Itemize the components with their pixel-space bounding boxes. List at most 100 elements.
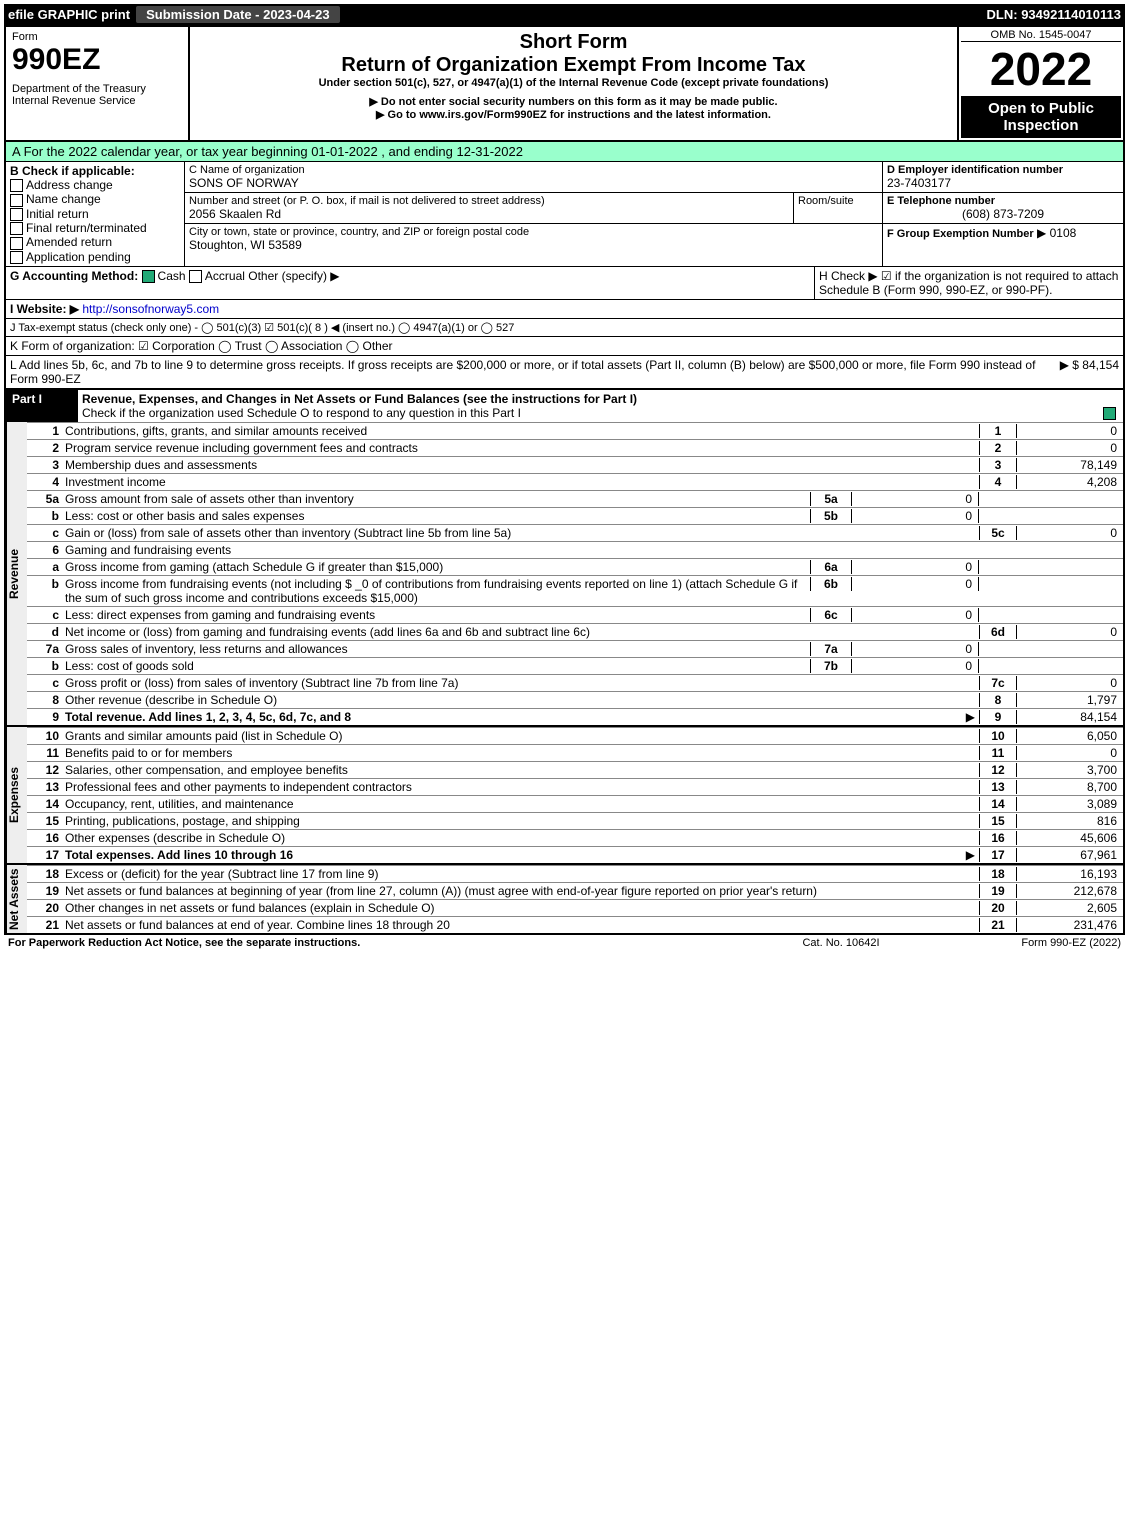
line-number: 9 [27, 710, 65, 724]
submission-button[interactable]: Submission Date - 2023-04-23 [136, 6, 340, 23]
line-value: 67,961 [1016, 848, 1123, 862]
line-number: 6 [27, 543, 65, 557]
checkbox-initial-return[interactable] [10, 208, 23, 221]
line-value: 84,154 [1016, 710, 1123, 724]
line-text: Total revenue. Add lines 1, 2, 3, 4, 5c,… [65, 710, 966, 724]
top-bar: efile GRAPHIC print Submission Date - 20… [4, 4, 1125, 25]
form-label: Form [12, 31, 182, 43]
line-text: Gross income from fundraising events (no… [65, 577, 810, 605]
line-text: Net income or (loss) from gaming and fun… [65, 625, 979, 639]
checkbox-address-change[interactable] [10, 179, 23, 192]
title-main: Return of Organization Exempt From Incom… [194, 54, 953, 77]
line-text: Investment income [65, 475, 979, 489]
part1-title: Revenue, Expenses, and Changes in Net As… [82, 392, 637, 406]
line-value: 0 [1016, 625, 1123, 639]
link-instructions[interactable]: ▶ Go to www.irs.gov/Form990EZ for instru… [194, 108, 953, 121]
line-number: 13 [27, 780, 65, 794]
form-990ez: Form 990EZ Department of the Treasury In… [4, 25, 1125, 935]
line-text: Program service revenue including govern… [65, 441, 979, 455]
line-text: Professional fees and other payments to … [65, 780, 979, 794]
tax-year: 2022 [961, 42, 1121, 96]
omb-number: OMB No. 1545-0047 [961, 29, 1121, 42]
org-address: 2056 Skaalen Rd [189, 207, 789, 221]
line-number: b [27, 509, 65, 523]
group-exemption-value: ▶ 0108 [1037, 226, 1076, 240]
line-number: 4 [27, 475, 65, 489]
line-number: 14 [27, 797, 65, 811]
line-number: 3 [27, 458, 65, 472]
line-text: Excess or (deficit) for the year (Subtra… [65, 867, 979, 881]
website-link[interactable]: http://sonsofnorway5.com [82, 302, 219, 316]
line-number: 21 [27, 918, 65, 932]
dln-label: DLN: 93492114010113 [987, 7, 1121, 22]
line-value: 231,476 [1016, 918, 1123, 932]
line-number: a [27, 560, 65, 574]
line-number: d [27, 625, 65, 639]
line-number: 17 [27, 848, 65, 862]
form-footer: Form 990-EZ (2022) [941, 937, 1121, 949]
checkbox-final-return/terminated[interactable] [10, 222, 23, 235]
line-number: c [27, 676, 65, 690]
line-text: Other revenue (describe in Schedule O) [65, 693, 979, 707]
title-short-form: Short Form [194, 31, 953, 54]
line-text: Other changes in net assets or fund bala… [65, 901, 979, 915]
section-a: A For the 2022 calendar year, or tax yea… [6, 142, 1123, 161]
line-number: 5a [27, 492, 65, 506]
ein-value: 23-7403177 [887, 176, 1119, 190]
line-text: Gross amount from sale of assets other t… [65, 492, 810, 506]
efile-label[interactable]: efile GRAPHIC print [8, 7, 130, 22]
line-value: 816 [1016, 814, 1123, 828]
checkbox-amended-return[interactable] [10, 237, 23, 250]
line-number: 18 [27, 867, 65, 881]
org-name: SONS OF NORWAY [189, 176, 878, 190]
warning-ssn: ▶ Do not enter social security numbers o… [194, 95, 953, 108]
line-text: Salaries, other compensation, and employ… [65, 763, 979, 777]
revenue-section-label: Revenue [6, 422, 27, 725]
cash-checkbox[interactable] [142, 270, 155, 283]
c-addr-label: Number and street (or P. O. box, if mail… [189, 195, 789, 207]
line-number: 8 [27, 693, 65, 707]
line-value: 2,605 [1016, 901, 1123, 915]
line-value: 0 [1016, 526, 1123, 540]
org-city: Stoughton, WI 53589 [189, 238, 878, 252]
line-text: Occupancy, rent, utilities, and maintena… [65, 797, 979, 811]
line-text: Printing, publications, postage, and shi… [65, 814, 979, 828]
l-amount: ▶ $ 84,154 [1060, 358, 1119, 386]
line-number: b [27, 577, 65, 591]
checkbox-application-pending[interactable] [10, 251, 23, 264]
line-text: Grants and similar amounts paid (list in… [65, 729, 979, 743]
section-k: K Form of organization: ☑ Corporation ◯ … [6, 336, 1123, 355]
line-text: Net assets or fund balances at end of ye… [65, 918, 979, 932]
line-value: 0 [1016, 746, 1123, 760]
line-number: 16 [27, 831, 65, 845]
line-number: 10 [27, 729, 65, 743]
section-b: B Check if applicable: Address changeNam… [6, 162, 185, 266]
section-h: H Check ▶ ☑ if the organization is not r… [814, 267, 1123, 299]
section-l: L Add lines 5b, 6c, and 7b to line 9 to … [10, 358, 1060, 386]
schedule-o-checkbox[interactable] [1103, 407, 1116, 420]
line-text: Membership dues and assessments [65, 458, 979, 472]
line-text: Contributions, gifts, grants, and simila… [65, 424, 979, 438]
line-value: 6,050 [1016, 729, 1123, 743]
line-value: 45,606 [1016, 831, 1123, 845]
line-text: Other expenses (describe in Schedule O) [65, 831, 979, 845]
checkbox-name-change[interactable] [10, 194, 23, 207]
section-j: J Tax-exempt status (check only one) - ◯… [6, 318, 1123, 336]
expenses-section-label: Expenses [6, 727, 27, 863]
line-number: 12 [27, 763, 65, 777]
line-number: 7a [27, 642, 65, 656]
phone-value: (608) 873-7209 [887, 207, 1119, 221]
line-value: 0 [1016, 424, 1123, 438]
cat-number: Cat. No. 10642I [741, 937, 941, 949]
line-number: 20 [27, 901, 65, 915]
line-value: 1,797 [1016, 693, 1123, 707]
line-text: Gross sales of inventory, less returns a… [65, 642, 810, 656]
line-value: 0 [1016, 676, 1123, 690]
line-value: 16,193 [1016, 867, 1123, 881]
line-number: 19 [27, 884, 65, 898]
line-value: 212,678 [1016, 884, 1123, 898]
line-text: Gross income from gaming (attach Schedul… [65, 560, 810, 574]
c-city-label: City or town, state or province, country… [189, 226, 878, 238]
accrual-checkbox[interactable] [189, 270, 202, 283]
pra-notice: For Paperwork Reduction Act Notice, see … [8, 937, 741, 949]
